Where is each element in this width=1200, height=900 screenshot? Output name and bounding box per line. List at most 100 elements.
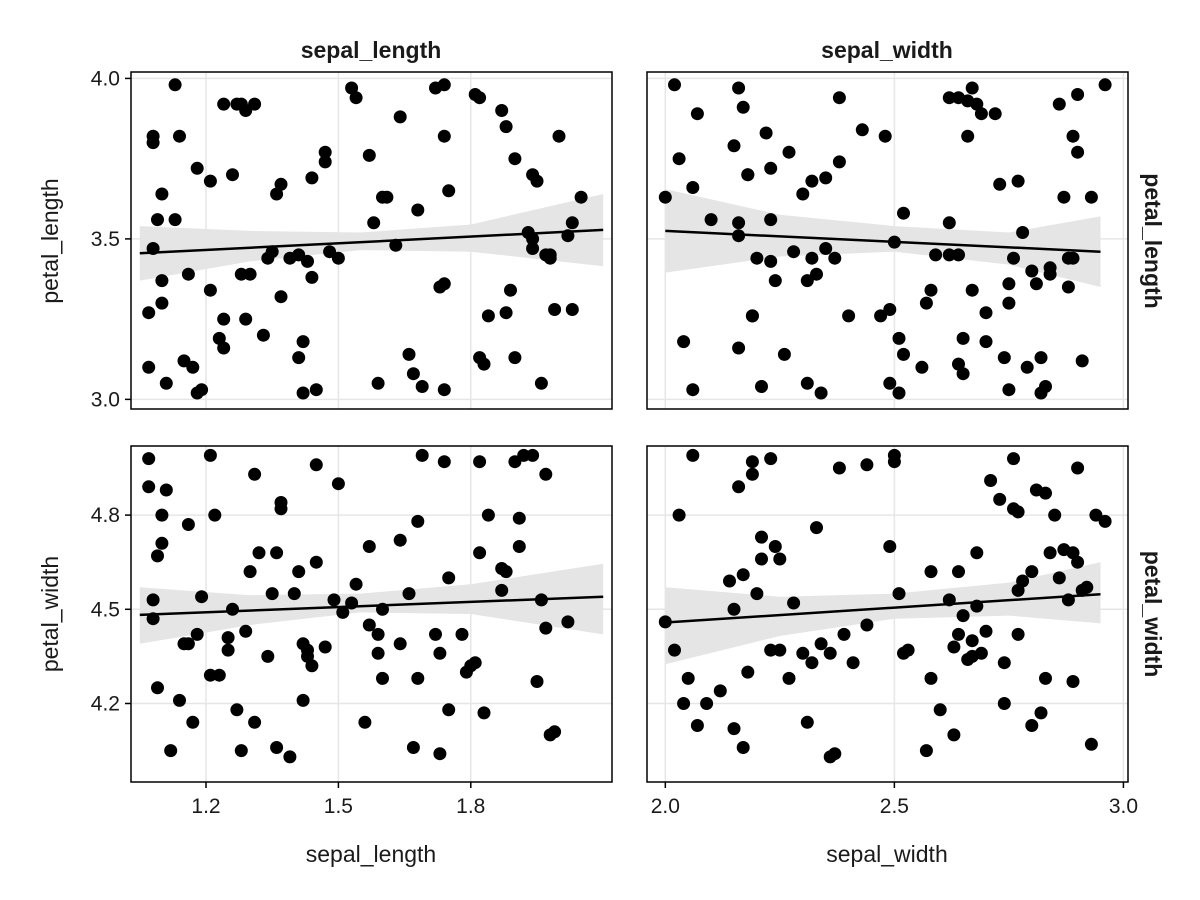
scatter-point [677, 697, 691, 710]
scatter-point [768, 540, 782, 553]
scatter-point [732, 480, 746, 494]
scatter-point [1034, 706, 1048, 720]
scatter-point [243, 565, 257, 579]
scatter-point [924, 283, 938, 297]
scatter-point [1025, 264, 1039, 278]
scatter-point [265, 587, 279, 601]
scatter-point [442, 184, 456, 198]
scatter-point [309, 458, 323, 472]
column-title-sepal-length: sepal_length [301, 37, 442, 63]
scatter-point [305, 270, 319, 284]
scatter-point [965, 634, 979, 648]
scatter-point [805, 251, 819, 265]
scatter-point [508, 152, 522, 166]
scatter-point [759, 126, 773, 140]
scatter-point [1002, 277, 1016, 291]
scatter-point [371, 376, 385, 390]
scatter-point [1007, 452, 1020, 466]
scatter-point [1034, 351, 1048, 365]
x-axis-label-sepal-length: sepal_length [306, 841, 436, 867]
scatter-point [362, 148, 376, 162]
scatter-point [433, 747, 447, 761]
x-tick-label: 1.8 [456, 795, 485, 818]
scatter-point [203, 668, 217, 682]
scatter-point [828, 251, 842, 265]
scatter-point [690, 719, 704, 732]
scatter-point [442, 571, 456, 585]
scatter-point [217, 97, 231, 111]
scatter-point [411, 514, 425, 528]
scatter-point [442, 703, 456, 717]
scatter-point [159, 376, 173, 390]
scatter-point [411, 671, 425, 685]
scatter-point [389, 238, 403, 252]
scatter-point [371, 646, 385, 660]
scatter-point [942, 91, 956, 105]
scatter-point [159, 483, 173, 497]
scatter-point [970, 546, 984, 560]
scatter-point [668, 78, 681, 92]
scatter-point [745, 455, 759, 469]
scatter-point [371, 627, 385, 641]
panel-frame-layer [130, 71, 1129, 783]
scatter-point [883, 540, 897, 553]
scatter-point [727, 602, 741, 616]
column-title-sepal-width: sepal_width [821, 37, 953, 63]
scatter-point [942, 248, 956, 262]
scatter-point [265, 245, 279, 259]
row-title-petal-width: petal_width [1140, 551, 1166, 678]
scatter-point [952, 565, 965, 579]
scatter-point [517, 448, 531, 462]
scatter-point [672, 152, 686, 166]
scatter-point [878, 129, 892, 143]
scatter-point [309, 555, 323, 569]
y-tick-label: 3.0 [91, 388, 120, 411]
scatter-point [530, 675, 544, 688]
scatter-point [270, 187, 284, 201]
confidence-band-layer [139, 189, 1101, 665]
scatter-point [1002, 383, 1016, 397]
scatter-point [151, 681, 164, 695]
scatter-point [819, 242, 833, 255]
scatter-point [764, 161, 778, 175]
scatter-point [203, 283, 217, 297]
scatter-point [155, 274, 169, 288]
scatter-point [947, 728, 961, 742]
scatter-point [504, 283, 517, 297]
scatter-point [883, 376, 897, 390]
scatter-point [248, 97, 262, 111]
scatter-point [750, 587, 764, 601]
y-tick-label: 4.2 [91, 692, 120, 715]
scatter-point [168, 213, 182, 227]
scatter-point [704, 213, 718, 227]
scatter-point [203, 448, 217, 462]
scatter-point [146, 136, 160, 150]
scatter-point [296, 693, 310, 707]
scatter-point [168, 78, 182, 92]
scatter-point [181, 518, 195, 531]
scatter-point [741, 168, 755, 182]
scatter-point [956, 367, 970, 381]
scatter-point [336, 605, 350, 619]
scatter-point [810, 267, 823, 281]
scatter-point [681, 671, 695, 685]
scatter-point [1066, 675, 1080, 688]
scatter-point [402, 347, 416, 361]
scatter-point [287, 587, 301, 601]
scatter-point [796, 646, 810, 660]
scatter-point [919, 744, 933, 758]
scatter-point [331, 251, 345, 265]
scatter-point [842, 309, 856, 323]
scatter-point [764, 643, 778, 657]
scatter-point [526, 448, 540, 462]
scatter-point [239, 624, 253, 638]
scatter-point [974, 107, 988, 121]
scatter-point [997, 351, 1011, 365]
scatter-point [1043, 267, 1057, 281]
scatter-point [1002, 296, 1016, 310]
scatter-point [243, 267, 257, 281]
scatter-point [548, 725, 562, 739]
scatter-point [897, 347, 910, 361]
scatter-point [800, 376, 814, 390]
scatter-point [965, 81, 979, 95]
